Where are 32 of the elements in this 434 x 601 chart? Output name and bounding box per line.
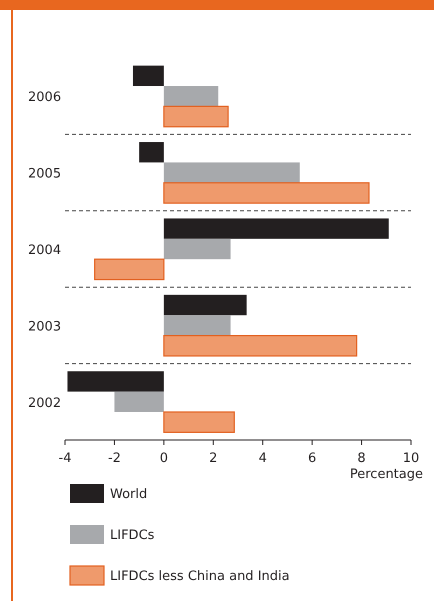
y-tick-label: 2003: [28, 319, 62, 334]
bar: [164, 218, 389, 239]
bar: [139, 142, 164, 162]
bar: [67, 371, 164, 392]
y-tick-label: 2006: [28, 90, 62, 106]
bar: [164, 162, 300, 183]
x-tick-label: 8: [357, 451, 366, 466]
legend-label: World: [110, 487, 148, 502]
bar: [164, 86, 218, 106]
x-tick-label: -2: [108, 451, 121, 466]
bar: [132, 66, 164, 86]
y-tick-label: 2005: [28, 166, 62, 182]
bar: [163, 182, 370, 204]
bar: [163, 106, 229, 128]
bar: [94, 258, 164, 280]
x-axis-title: Percentage: [350, 467, 423, 482]
x-tick-label: 10: [402, 451, 420, 466]
x-tick-label: -4: [58, 451, 72, 466]
y-tick-label: 2002: [28, 396, 62, 411]
bar: [114, 392, 164, 412]
bar: [164, 315, 231, 336]
bar: [164, 238, 231, 260]
x-tick-label: 2: [209, 451, 218, 466]
bar: [163, 334, 358, 357]
legend-label: LIFDCs less China and India: [110, 569, 290, 584]
y-tick-label: 2004: [28, 243, 62, 258]
x-tick-label: 0: [160, 451, 168, 466]
legend-label: LIFDCs: [110, 528, 155, 543]
x-tick-label: 4: [258, 451, 267, 466]
bar: [163, 411, 235, 433]
bar: [164, 294, 247, 316]
x-tick-label: 6: [308, 451, 316, 466]
